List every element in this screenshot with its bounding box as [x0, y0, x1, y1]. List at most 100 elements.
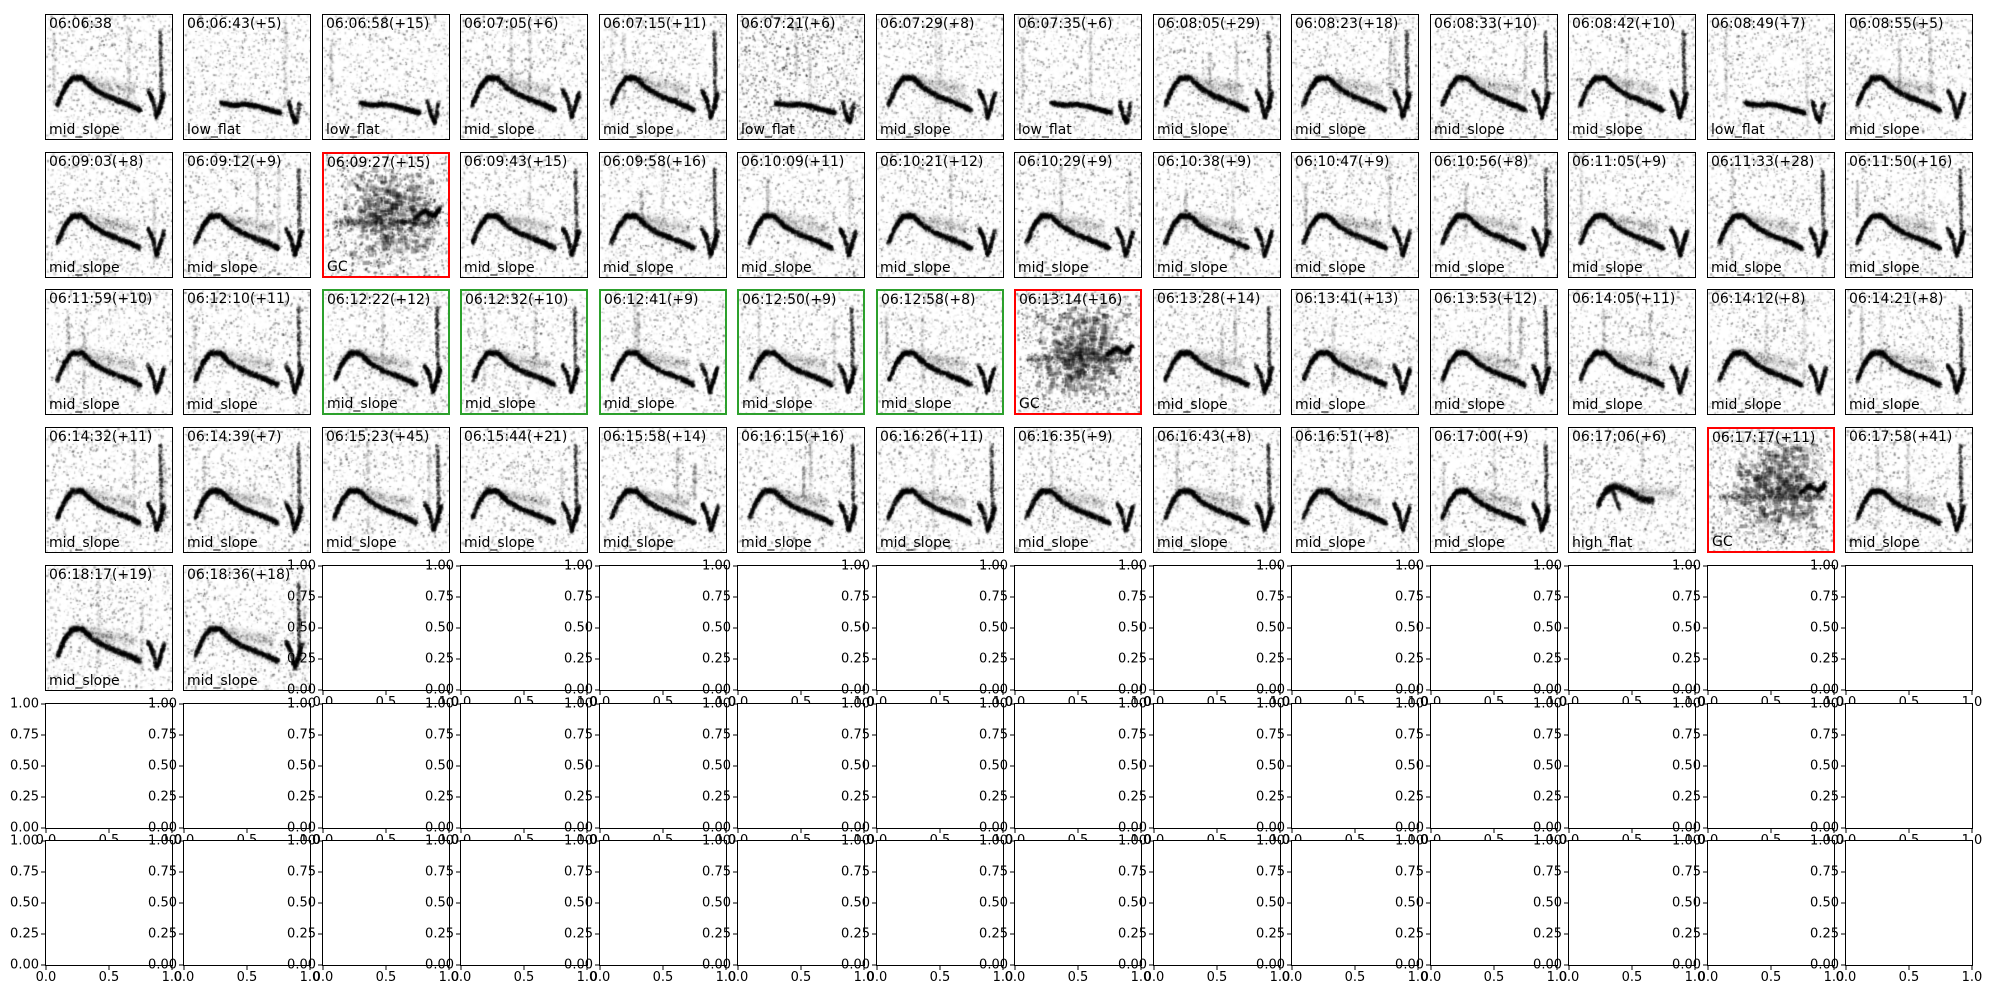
y-tick-mark	[1841, 902, 1846, 904]
y-tick-label: 0.25	[1395, 789, 1424, 805]
y-tick-label: 1.00	[979, 696, 1008, 712]
y-tick-mark	[872, 827, 877, 829]
y-tick-mark	[1149, 827, 1154, 829]
y-tick-label: 0.75	[702, 727, 731, 743]
spectrogram-cell: 06:14:12(+8) mid_slope	[1707, 289, 1835, 415]
spectrogram-image	[1709, 429, 1833, 551]
y-tick-label: 0.50	[1118, 758, 1147, 774]
spectrogram-cell: 06:14:39(+7) mid_slope	[183, 427, 311, 553]
y-tick-label: 0.75	[10, 727, 39, 743]
cell-label: mid_slope	[1434, 534, 1505, 551]
y-tick-label: 0.00	[148, 957, 177, 973]
y-tick-mark	[41, 964, 46, 966]
y-tick-label: 0.25	[841, 651, 870, 667]
y-tick-label: 0.25	[148, 789, 177, 805]
y-tick-mark	[1426, 796, 1431, 798]
y-tick-label: 0.00	[425, 957, 454, 973]
y-tick-label: 1.00	[1256, 833, 1285, 849]
x-tick-label: 1.0	[1130, 970, 1152, 985]
y-tick-label: 1.00	[841, 696, 870, 712]
cell-timestamp: 06:15:58(+14)	[603, 429, 707, 445]
y-tick-mark	[41, 840, 46, 842]
spectrogram-cell: 06:11:59(+10) mid_slope	[45, 289, 173, 415]
y-tick-mark	[1010, 796, 1015, 798]
y-tick-mark	[1149, 596, 1154, 598]
x-tick-label: 0.0	[1281, 970, 1303, 985]
spectrogram-cell: 06:12:22(+12) mid_slope	[322, 289, 450, 415]
cell-timestamp: 06:08:05(+29)	[1157, 16, 1261, 32]
empty-axes: 1.000.750.500.250.000.00.51.0	[1533, 698, 1705, 848]
y-tick-mark	[1841, 765, 1846, 767]
y-tick-mark	[872, 565, 877, 567]
cell-label: GC	[1019, 395, 1040, 412]
spectrogram-image	[738, 428, 864, 552]
x-tick-mark	[309, 828, 311, 833]
y-tick-label: 1.00	[564, 696, 593, 712]
y-tick-label: 0.75	[425, 589, 454, 605]
spectrogram-image	[600, 153, 726, 277]
x-tick-mark	[1833, 828, 1835, 833]
y-tick-mark	[872, 871, 877, 873]
y-tick-mark	[1010, 902, 1015, 904]
empty-axes: 1.000.750.500.250.000.00.51.0	[841, 698, 1013, 848]
spectrogram-cell: 06:12:50(+9) mid_slope	[737, 289, 865, 415]
y-tick-label: 0.25	[979, 651, 1008, 667]
x-tick-mark	[1971, 828, 1973, 833]
y-tick-mark	[1564, 703, 1569, 705]
cell-label: mid_slope	[49, 121, 120, 138]
x-tick-mark	[1556, 965, 1558, 970]
y-tick-mark	[1703, 871, 1708, 873]
spectrogram-cell: 06:09:43(+15) mid_slope	[460, 152, 588, 278]
x-tick-mark	[1845, 690, 1847, 695]
cell-timestamp: 06:06:43(+5)	[187, 16, 282, 32]
cell-timestamp: 06:12:10(+11)	[187, 291, 291, 307]
spectrogram-image	[877, 428, 1003, 552]
x-tick-label: 1.0	[853, 970, 875, 985]
x-tick-label: 1.0	[1684, 970, 1706, 985]
empty-axes: 1.000.750.500.250.000.00.51.0	[702, 560, 874, 710]
y-tick-mark	[872, 689, 877, 691]
x-tick-mark	[1631, 690, 1633, 695]
y-tick-mark	[595, 827, 600, 829]
y-tick-label: 0.25	[1118, 789, 1147, 805]
cell-label: mid_slope	[1434, 396, 1505, 413]
cell-timestamp: 06:14:21(+8)	[1849, 291, 1944, 307]
spectrogram-image	[1708, 290, 1834, 414]
spectrogram-cell: 06:06:43(+5) low_flat	[183, 14, 311, 140]
cell-timestamp: 06:13:41(+13)	[1295, 291, 1399, 307]
spectrogram-cell: 06:07:15(+11) mid_slope	[599, 14, 727, 140]
cell-label: low_flat	[741, 121, 795, 138]
y-tick-mark	[1703, 796, 1708, 798]
y-tick-mark	[456, 565, 461, 567]
y-tick-label: 0.00	[702, 682, 731, 698]
x-tick-mark	[599, 828, 601, 833]
y-tick-mark	[1287, 765, 1292, 767]
spectrogram-image	[1292, 15, 1418, 139]
y-tick-label: 0.00	[1118, 957, 1147, 973]
y-tick-label: 0.50	[979, 620, 1008, 636]
y-tick-label: 0.00	[1810, 682, 1839, 698]
spectrogram-image	[184, 566, 310, 690]
y-tick-label: 1.00	[1672, 696, 1701, 712]
x-tick-mark	[1430, 690, 1432, 695]
y-tick-label: 0.00	[287, 957, 316, 973]
y-tick-label: 0.25	[1395, 926, 1424, 942]
y-tick-mark	[1149, 658, 1154, 660]
y-tick-mark	[1010, 734, 1015, 736]
spectrogram-cell: 06:12:10(+11) mid_slope	[183, 289, 311, 415]
spectrogram-cell: 06:13:41(+13) mid_slope	[1291, 289, 1419, 415]
y-tick-mark	[318, 765, 323, 767]
y-tick-mark	[1841, 627, 1846, 629]
x-tick-mark	[1568, 690, 1570, 695]
cell-timestamp: 06:14:39(+7)	[187, 429, 282, 445]
cell-label: mid_slope	[1295, 396, 1366, 413]
y-tick-mark	[456, 840, 461, 842]
y-tick-mark	[733, 902, 738, 904]
spectrogram-cell: 06:08:33(+10) mid_slope	[1430, 14, 1558, 140]
y-tick-label: 1.00	[10, 833, 39, 849]
y-tick-mark	[1841, 565, 1846, 567]
spectrogram-cell: 06:06:38 mid_slope	[45, 14, 173, 140]
